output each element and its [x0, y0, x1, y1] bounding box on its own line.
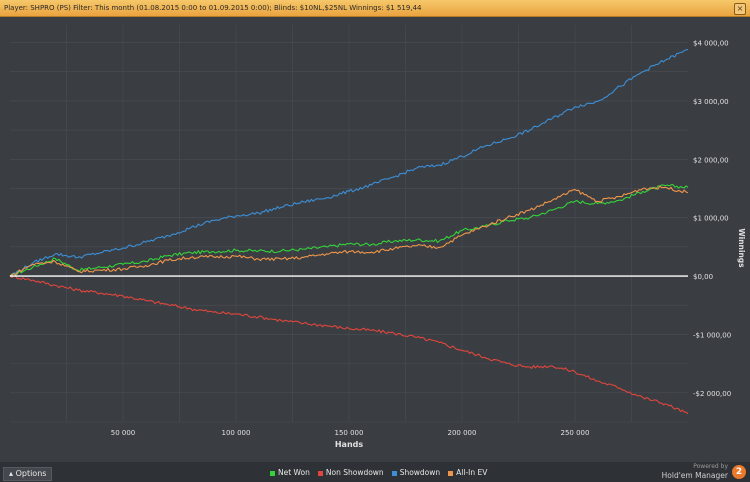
y-tick-label: $2 000,00	[693, 156, 729, 164]
legend-label: Net Won	[278, 468, 310, 477]
legend-label: All-In EV	[456, 468, 488, 477]
brand-block: Powered by Hold'em Manager	[662, 462, 728, 480]
close-icon[interactable]: ×	[734, 3, 746, 15]
series-line-all-in-ev	[9, 185, 689, 277]
powered-by-text: Powered by	[693, 463, 728, 470]
chart-ticks: 50 000 100 000 150 000 200 000 250 000 $4 000…	[111, 40, 731, 437]
series-line-non-showdown	[9, 275, 689, 415]
x-tick-label: 200 000	[448, 429, 477, 437]
brand-name: Hold'em Manager	[661, 471, 728, 480]
y-tick-label: -$1 000,00	[693, 331, 731, 339]
legend-swatch	[391, 470, 397, 476]
chart-grid	[10, 25, 688, 423]
y-axis-label: Winnings	[737, 228, 746, 268]
x-tick-label: 250 000	[561, 429, 590, 437]
legend-item-non-showdown[interactable]: Non Showdown	[317, 468, 384, 477]
y-tick-label: -$2 000,00	[693, 390, 731, 398]
series-line-net-won	[9, 184, 689, 277]
hem-logo-icon: 2	[732, 465, 746, 479]
legend-swatch	[317, 470, 323, 476]
chart-series	[9, 48, 689, 415]
filter-summary-text: Player: SHPRO (PS) Filter: This month (0…	[4, 4, 422, 12]
legend-item-net-won[interactable]: Net Won	[270, 468, 310, 477]
chart-background	[0, 17, 750, 462]
legend-item-all-in-ev[interactable]: All-In EV	[448, 468, 487, 477]
y-tick-label: $4 000,00	[693, 40, 729, 48]
x-axis-label: Hands	[335, 440, 364, 449]
x-tick-label: 50 000	[111, 429, 136, 437]
winnings-graph: 50 000 100 000 150 000 200 000 250 000 $4 000…	[0, 17, 750, 462]
series-line-showdown	[9, 48, 689, 277]
legend-swatch	[448, 470, 454, 476]
legend-label: Showdown	[399, 468, 441, 477]
x-tick-label: 150 000	[335, 429, 364, 437]
filter-header-bar: Player: SHPRO (PS) Filter: This month (0…	[0, 0, 750, 17]
y-tick-label: $0,00	[693, 273, 713, 281]
legend-swatch	[270, 470, 275, 476]
x-tick-label: 100 000	[222, 429, 251, 437]
legend-label: Non Showdown	[325, 468, 384, 477]
options-label: Options	[15, 469, 47, 478]
chart-legend: Net Won Non Showdown Showdown All-In EV	[270, 468, 495, 477]
legend-item-showdown[interactable]: Showdown	[391, 468, 441, 477]
y-tick-label: $1 000,00	[693, 215, 729, 223]
footer-bar: ▴ Options Net Won Non Showdown Showdown All…	[0, 462, 750, 482]
options-button[interactable]: ▴ Options	[3, 467, 53, 481]
y-tick-label: $3 000,00	[693, 98, 729, 106]
